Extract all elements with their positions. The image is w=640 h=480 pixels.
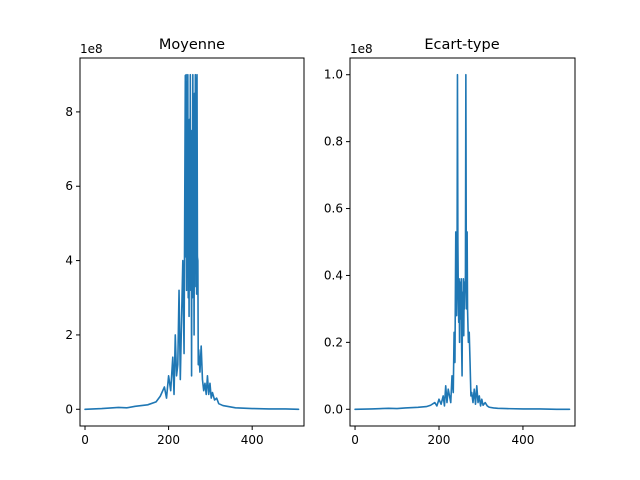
chart-title: Ecart-type: [424, 37, 499, 53]
axis-ticks: 0 200 400 0.0 0.2 0.4 0.6 0.8 1.0: [324, 68, 534, 447]
y-tick-label: 0.6: [324, 202, 343, 216]
plot-frame: [79, 57, 305, 427]
y-tick-label: 1.0: [324, 68, 343, 82]
y-tick-label: 0.4: [324, 268, 343, 282]
x-tick-label: 400: [241, 433, 264, 447]
x-tick-label: 0: [351, 433, 359, 447]
y-tick-label: 8: [65, 105, 73, 119]
series-lines: [354, 73, 571, 411]
chart-moyenne: Moyenne 1e8 0 200 400 0 2 4 6 8: [65, 37, 305, 447]
y-tick-label: 0.0: [324, 402, 343, 416]
y-tick-label: 0: [65, 402, 73, 416]
chart-ecart-type: Ecart-type 1e8 0 200 400 0.0 0.2 0.4 0.6 0.8 1.0: [324, 37, 576, 447]
series-line: [84, 73, 300, 411]
y-tick-label: 2: [65, 328, 73, 342]
y-tick-label: 0.2: [324, 335, 343, 349]
y-tick-label: 0.8: [324, 135, 343, 149]
x-tick-label: 200: [157, 433, 180, 447]
x-tick-label: 200: [428, 433, 451, 447]
series-line: [354, 73, 571, 411]
y-tick-label: 6: [65, 179, 73, 193]
series-lines: [84, 73, 300, 411]
y-offset-label: 1e8: [350, 42, 373, 56]
x-tick-label: 400: [511, 433, 534, 447]
axis-ticks: 0 200 400 0 2 4 6 8: [65, 105, 263, 447]
y-tick-label: 4: [65, 254, 73, 268]
chart-title: Moyenne: [159, 37, 225, 53]
x-tick-label: 0: [81, 433, 89, 447]
plot-frame: [349, 57, 576, 427]
y-offset-label: 1e8: [80, 42, 103, 56]
